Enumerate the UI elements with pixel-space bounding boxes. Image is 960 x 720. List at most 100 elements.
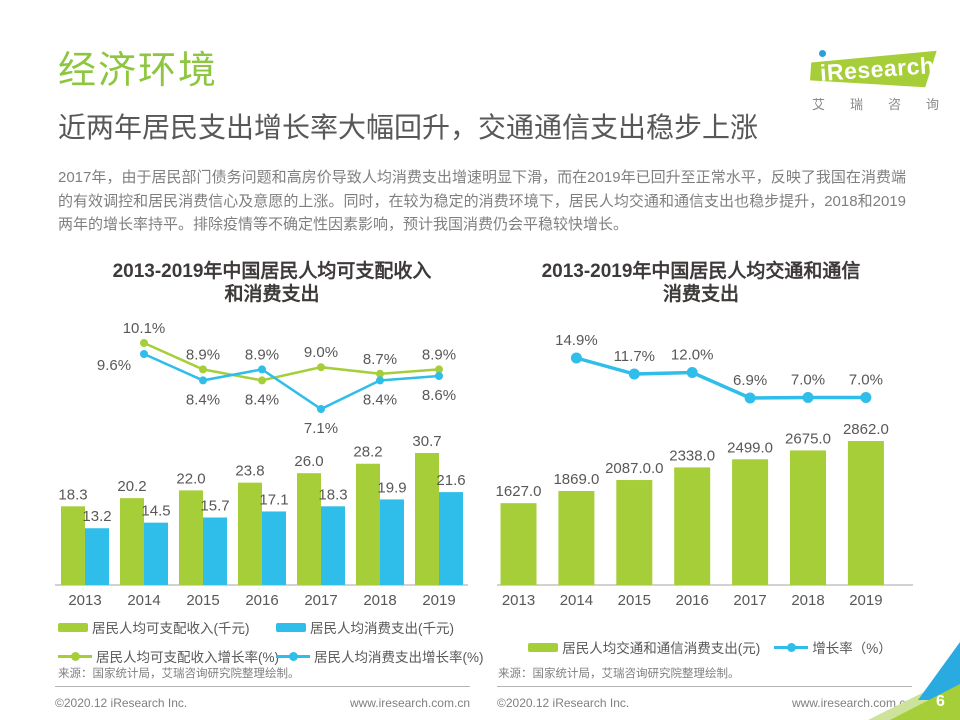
bar-value-label: 2675.0: [785, 430, 831, 447]
bar-value-label: 26.0: [294, 453, 323, 470]
bar-value-label: 19.9: [377, 479, 406, 496]
bar-value-label: 21.6: [436, 472, 465, 489]
footer-right: ©2020.12 iResearch Inc. www.iresearch.co…: [497, 686, 912, 710]
line-value-label: 8.4%: [245, 391, 279, 408]
chart-title: 2013-2019年中国居民人均可支配收入 和消费支出: [40, 260, 480, 306]
bar: [732, 459, 769, 585]
bar-value-label: 1627.0: [496, 483, 542, 500]
source-note: 来源：国家统计局，艾瑞咨询研究院整理绘制。: [498, 668, 740, 680]
legend-bar-swatch-icon: [58, 622, 88, 632]
line-value-label: 7.0%: [849, 372, 883, 389]
data-point: [570, 352, 582, 364]
bar-value-label: 13.2: [82, 508, 111, 525]
bar-value-label: 17.1: [259, 491, 288, 508]
legend-label: 居民人均可支配收入增长率(%): [96, 650, 279, 665]
chart-title-line1: 2013-2019年中国居民人均交通和通信: [541, 261, 861, 282]
line-value-label: 9.6%: [97, 357, 131, 374]
line-value-label: 8.9%: [186, 346, 220, 363]
website-url: www.iresearch.com.cn: [791, 696, 912, 710]
axis-year-label: 2017: [304, 592, 337, 609]
legend-item: 居民人均消费支出(千元): [276, 617, 484, 637]
axis-year-label: 2018: [791, 592, 824, 609]
axis-year-label: 2014: [127, 592, 160, 609]
bar: [238, 482, 262, 585]
line-value-label: 7.1%: [304, 420, 338, 437]
data-point: [317, 405, 325, 413]
bar-value-label: 22.0: [176, 470, 205, 487]
bar-value-label: 18.3: [318, 486, 347, 503]
bar: [61, 506, 85, 585]
axis-year-label: 2015: [618, 592, 651, 609]
data-point: [802, 392, 814, 403]
line-value-label: 9.0%: [304, 344, 338, 361]
data-point: [435, 372, 443, 380]
legend-bar-swatch-icon: [528, 642, 559, 652]
axis-year-label: 2016: [676, 592, 709, 609]
copyright: ©2020.12 iResearch Inc.: [55, 696, 188, 710]
chart-plot-income: 18.3 20.2 22.0 23.8 26.0 28.2 30.7 13.2 14.5 15.7…: [55, 320, 468, 609]
data-point: [744, 392, 756, 404]
source-note: 来源：国家统计局，艾瑞咨询研究院整理绘制。: [58, 668, 300, 680]
bar: [262, 511, 286, 585]
chart-legend: 居民人均交通和通信消费支出(元) 增长率（%）: [480, 637, 940, 657]
data-point: [860, 392, 872, 403]
bar-value-label: 2862.0: [843, 421, 889, 438]
data-point: [317, 363, 325, 372]
line-value-label: 12.0%: [671, 347, 714, 364]
bar-value-label: 14.5: [141, 503, 170, 520]
legend-item: 居民人均消费支出增长率(%): [276, 646, 484, 666]
trend-line: [143, 341, 440, 382]
bar: [179, 490, 203, 585]
line-value-label: 8.7%: [363, 351, 397, 368]
page-title: 经济环境: [58, 50, 219, 92]
bar-value-label: 20.2: [117, 478, 146, 495]
bar: [85, 528, 109, 585]
data-point: [258, 365, 266, 374]
legend-line-swatch-icon: [276, 651, 310, 661]
footer-left: ©2020.12 iResearch Inc. www.iresearch.co…: [55, 686, 470, 710]
data-point: [140, 350, 148, 358]
bar: [356, 463, 380, 585]
data-point: [258, 376, 266, 385]
bar: [120, 498, 144, 585]
axis-year-label: 2013: [502, 592, 535, 609]
chart-title-line1: 2013-2019年中国居民人均可支配收入: [112, 261, 432, 282]
iresearch-logo: iResearch 艾瑞咨询: [806, 44, 946, 114]
axis-year-label: 2013: [68, 592, 101, 609]
chart-transport-communication: 2013-2019年中国居民人均交通和通信 消费支出 1627.0 1869.0 2…: [480, 255, 940, 720]
line-value-label: 6.9%: [733, 372, 767, 389]
axis-year-label: 2019: [422, 592, 455, 609]
bar: [380, 499, 404, 585]
bar: [144, 522, 168, 585]
axis-year-label: 2019: [849, 592, 882, 609]
bar-value-label: 2338.0: [669, 447, 715, 464]
line-value-label: 8.9%: [245, 346, 279, 363]
line-value-label: 7.0%: [791, 372, 825, 389]
legend-item: 增长率（%）: [774, 637, 892, 657]
legend-label: 居民人均交通和通信消费支出(元): [562, 641, 761, 656]
legend-line-swatch-icon: [774, 642, 809, 652]
bar: [203, 517, 227, 585]
axis-year-label: 2014: [560, 592, 593, 609]
data-point: [140, 339, 148, 347]
data-point: [376, 369, 384, 378]
chart-title-line2: 消费支出: [662, 284, 739, 305]
line-value-label: 11.7%: [614, 348, 655, 365]
data-point: [686, 367, 698, 378]
chart-legend: 居民人均可支配收入(千元) 居民人均消费支出(千元) 居民人均可支配收入增长率(%)…: [40, 617, 484, 666]
logo-i-dot-icon: [819, 50, 826, 57]
legend-label: 居民人均消费支出(千元): [310, 621, 454, 636]
data-point: [199, 376, 207, 385]
bar: [558, 490, 595, 585]
bar-value-label: 28.2: [353, 444, 382, 461]
chart-title: 2013-2019年中国居民人均交通和通信 消费支出: [480, 260, 940, 306]
legend-item: 居民人均交通和通信消费支出(元): [528, 637, 760, 657]
bar: [321, 506, 345, 585]
page-number: 6: [936, 693, 945, 710]
legend-label: 居民人均消费支出增长率(%): [314, 650, 484, 665]
axis-year-label: 2017: [733, 592, 766, 609]
website-url: www.iresearch.com.cn: [349, 696, 470, 710]
copyright: ©2020.12 iResearch Inc.: [497, 696, 630, 710]
legend-item: 居民人均可支配收入增长率(%): [58, 646, 279, 666]
